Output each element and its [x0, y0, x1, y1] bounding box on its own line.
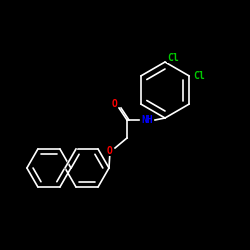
Text: O: O	[112, 99, 118, 109]
Text: Cl: Cl	[167, 53, 179, 63]
Text: O: O	[107, 146, 113, 156]
Text: NH: NH	[141, 115, 153, 125]
Text: Cl: Cl	[193, 71, 205, 81]
